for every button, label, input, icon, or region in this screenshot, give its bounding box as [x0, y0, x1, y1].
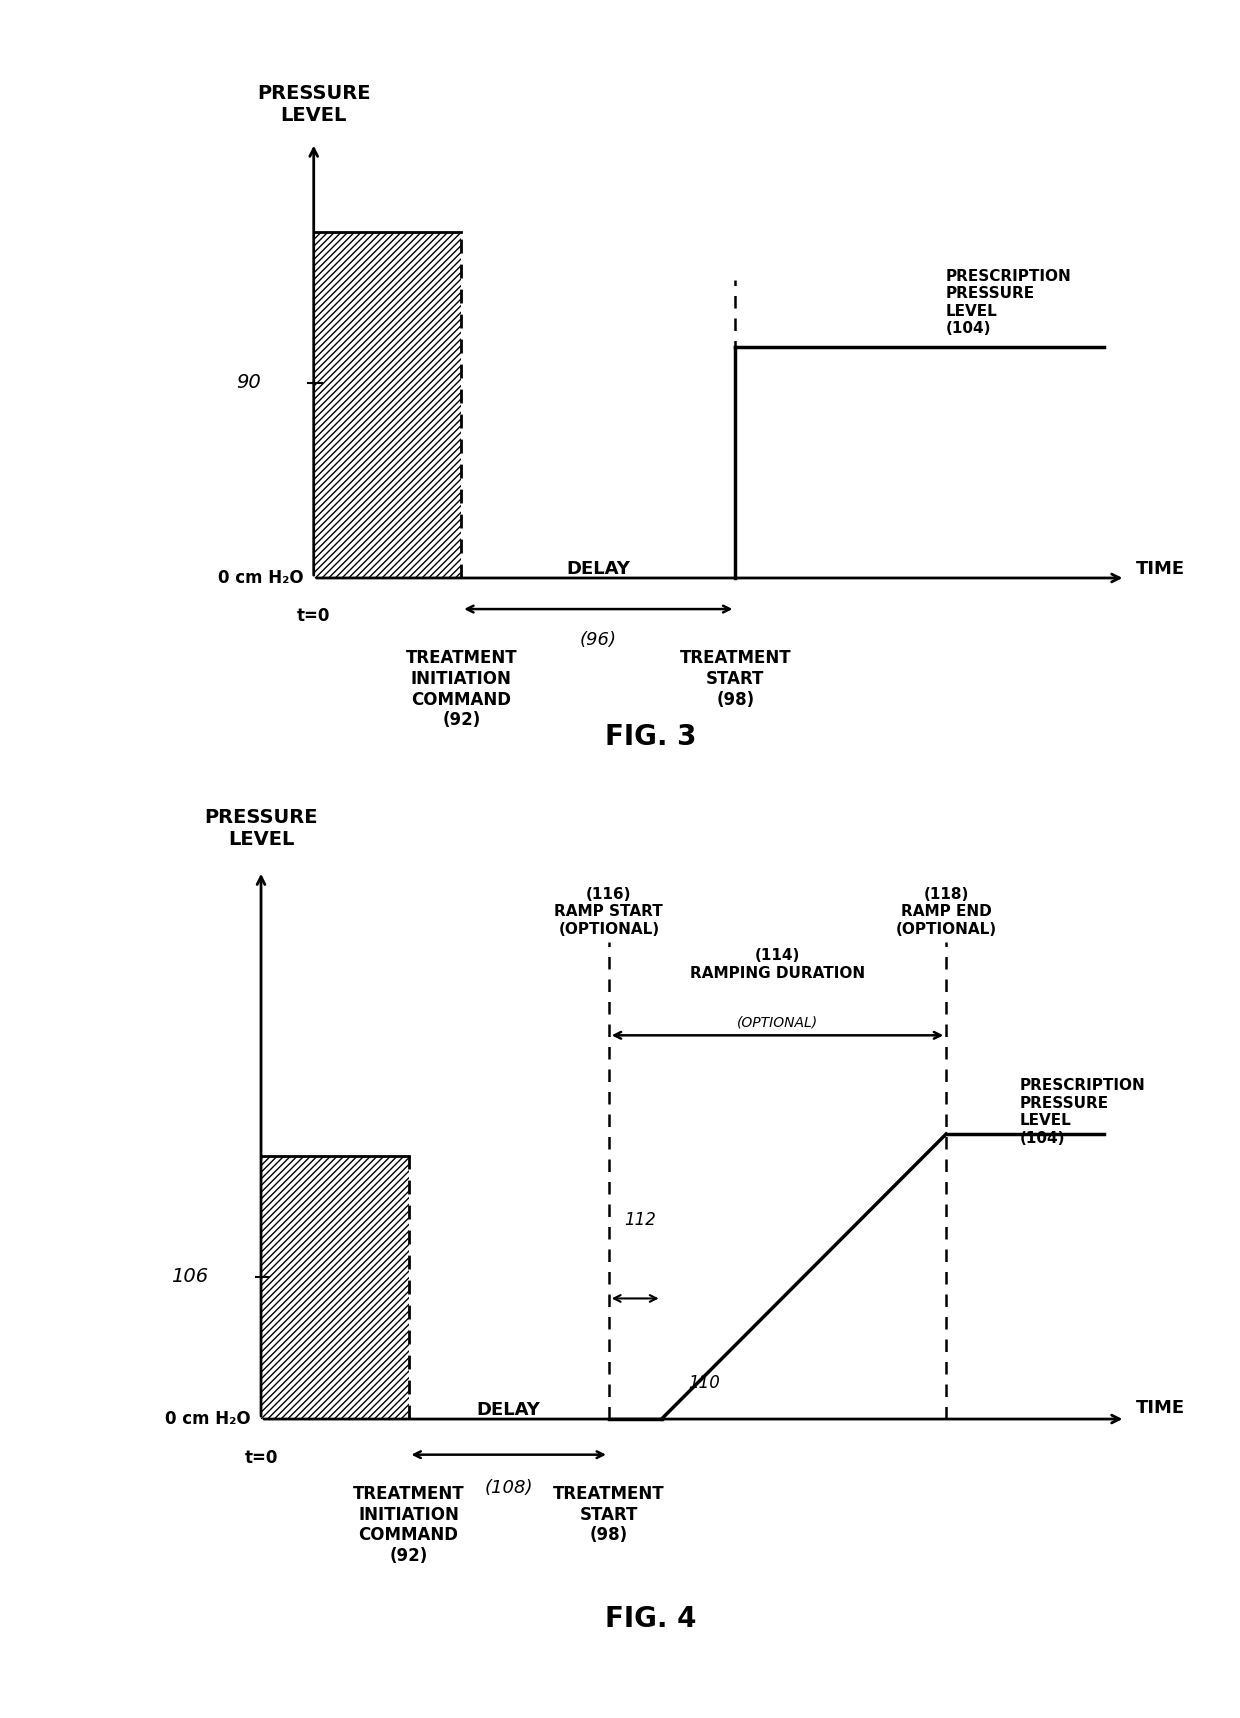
Text: 0 cm H₂O: 0 cm H₂O	[217, 569, 303, 588]
Text: FIG. 3: FIG. 3	[605, 723, 697, 751]
Text: FIG. 4: FIG. 4	[605, 1605, 697, 1632]
Text: PRESSURE
LEVEL: PRESSURE LEVEL	[257, 84, 371, 125]
Text: t=0: t=0	[244, 1450, 278, 1467]
Text: TREATMENT
INITIATION
COMMAND
(92): TREATMENT INITIATION COMMAND (92)	[352, 1484, 465, 1565]
Text: TREATMENT
INITIATION
COMMAND
(92): TREATMENT INITIATION COMMAND (92)	[405, 649, 517, 730]
Text: (118)
RAMP END
(OPTIONAL): (118) RAMP END (OPTIONAL)	[895, 886, 997, 936]
Text: TIME: TIME	[1136, 1398, 1185, 1417]
Text: t=0: t=0	[298, 606, 330, 625]
Text: TREATMENT
START
(98): TREATMENT START (98)	[553, 1484, 665, 1544]
Text: (OPTIONAL): (OPTIONAL)	[737, 1015, 818, 1029]
Text: 110: 110	[688, 1374, 719, 1392]
Bar	[314, 232, 461, 577]
Text: (96): (96)	[580, 631, 616, 649]
Text: TREATMENT
START
(98): TREATMENT START (98)	[680, 649, 791, 708]
Text: PRESCRIPTION
PRESSURE
LEVEL
(104): PRESCRIPTION PRESSURE LEVEL (104)	[1019, 1079, 1146, 1146]
Text: 90: 90	[237, 373, 260, 392]
Text: TIME: TIME	[1136, 560, 1185, 577]
Bar	[260, 1156, 408, 1419]
Text: 112: 112	[625, 1211, 656, 1228]
Text: DELAY: DELAY	[476, 1402, 541, 1419]
Text: 0 cm H₂O: 0 cm H₂O	[165, 1410, 250, 1428]
Text: 106: 106	[171, 1266, 208, 1287]
Text: (114)
RAMPING DURATION: (114) RAMPING DURATION	[689, 948, 866, 981]
Text: PRESSURE
LEVEL: PRESSURE LEVEL	[205, 807, 317, 849]
Text: DELAY: DELAY	[567, 560, 630, 577]
Text: (108): (108)	[485, 1479, 533, 1498]
Text: PRESCRIPTION
PRESSURE
LEVEL
(104): PRESCRIPTION PRESSURE LEVEL (104)	[946, 270, 1071, 337]
Text: (116)
RAMP START
(OPTIONAL): (116) RAMP START (OPTIONAL)	[554, 886, 663, 936]
